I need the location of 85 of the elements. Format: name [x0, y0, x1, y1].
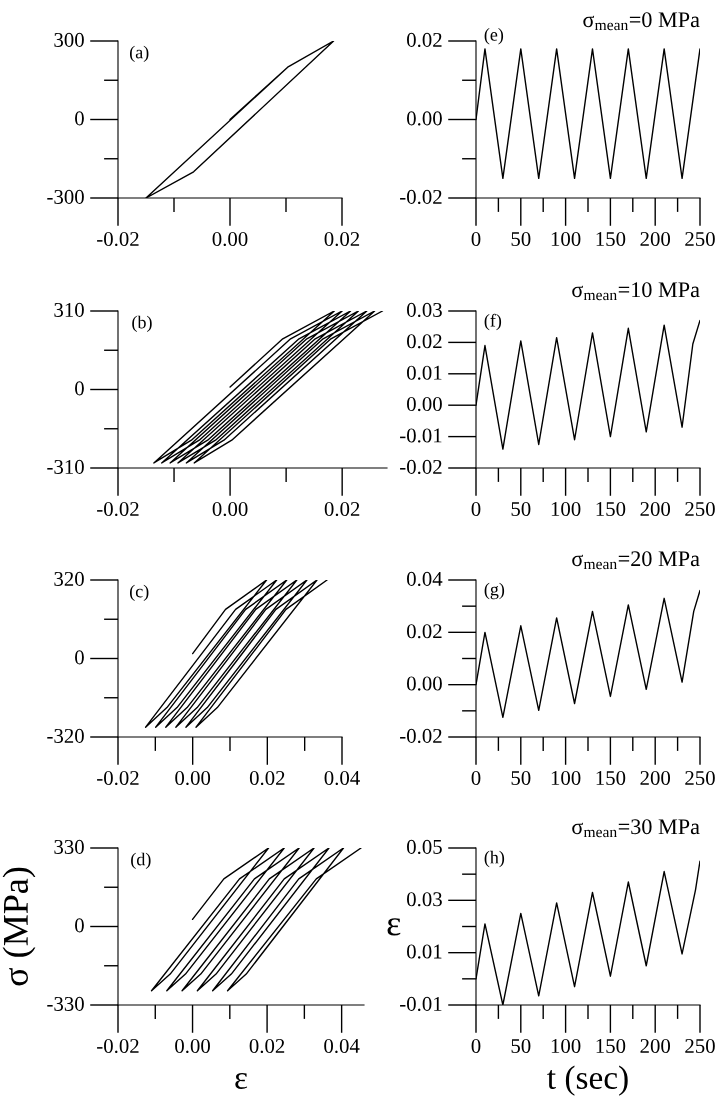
x-tick-label: 200 — [640, 501, 671, 516]
x-tick-label: 0.00 — [212, 231, 248, 247]
x-tick-label: 100 — [551, 770, 581, 785]
y-tick-label: 0.05 — [407, 839, 442, 855]
x-tick-label: 250 — [685, 1038, 715, 1053]
y-tick-label: -0.01 — [400, 428, 442, 443]
x-tick-label: 150 — [596, 501, 626, 516]
x-tick-label: 0.00 — [175, 770, 211, 786]
x-tick-label: 250 — [685, 501, 715, 516]
x-tick-label: 0 — [471, 501, 481, 516]
annotation: (b) — [132, 315, 152, 333]
annotation: (c) — [129, 584, 149, 602]
x-tick-label: -0.02 — [97, 501, 139, 517]
y-tick-label: 0.01 — [407, 944, 442, 959]
y-tick-label: 0.03 — [407, 892, 442, 907]
y-tick-label: 0.02 — [407, 334, 442, 349]
x-tick-label: -0.02 — [97, 1038, 139, 1054]
line-series — [150, 848, 362, 992]
x-tick-label: 150 — [596, 770, 626, 785]
x-tick-label: 200 — [640, 231, 671, 246]
x-tick-label: 0 — [471, 1038, 481, 1053]
x-tick-label: 200 — [640, 770, 671, 785]
x-tick-label: 50 — [511, 1038, 531, 1053]
annotation: (d) — [131, 852, 151, 870]
y-tick-label: -320 — [47, 728, 84, 743]
x-tick-label: 200 — [640, 1038, 671, 1053]
x-tick-label: 250 — [685, 231, 715, 246]
y-tick-label: 0.00 — [407, 397, 442, 412]
y-tick-label: 0.02 — [407, 624, 442, 639]
annotation: (f) — [484, 313, 502, 331]
x-tick-label: 0.02 — [249, 770, 285, 786]
y-tick-label: 0 — [75, 381, 84, 396]
x-axis-title: ε — [235, 1072, 248, 1090]
y-tick-label: -0.02 — [400, 189, 442, 205]
y-tick-label: 0.00 — [407, 676, 442, 691]
y-tick-label: -0.01 — [400, 996, 442, 1012]
x-tick-label: 250 — [685, 770, 715, 785]
x-axis-title: t (sec) — [547, 1065, 628, 1096]
x-tick-label: -0.02 — [97, 231, 139, 247]
x-tick-label: 0 — [471, 770, 481, 785]
y-tick-label: -310 — [47, 459, 84, 474]
y-tick-label: -300 — [47, 189, 84, 204]
chart-title: σ$_{mean}$=0 MPa — [583, 12, 700, 31]
annotation: (e) — [484, 28, 504, 45]
x-tick-label: 50 — [511, 770, 531, 785]
x-tick-label: 0.00 — [175, 1038, 210, 1054]
annotation: (g) — [484, 582, 505, 600]
y-tick-label: 300 — [54, 32, 84, 47]
x-tick-label: 0.02 — [324, 501, 360, 517]
y-tick-label: -0.02 — [400, 728, 442, 744]
line-series — [153, 311, 384, 464]
chart-title: σ$_{mean}$=10 MPa — [572, 282, 700, 301]
y-tick-label: 0.02 — [407, 32, 442, 48]
y-tick-label: 0 — [75, 650, 84, 665]
x-tick-label: 50 — [511, 501, 531, 516]
y-tick-label: 0.03 — [407, 302, 442, 318]
y-tick-label: 0.04 — [407, 571, 443, 587]
x-tick-label: 100 — [551, 1038, 581, 1053]
y-tick-label: 320 — [54, 571, 84, 586]
y-tick-label: 0 — [75, 918, 84, 933]
x-tick-label: 0.02 — [324, 231, 360, 247]
chart-title: σ$_{mean}$=20 MPa — [572, 551, 700, 570]
chart-title: σ$_{mean}$=30 MPa — [572, 819, 700, 838]
x-tick-label: 0.00 — [212, 501, 248, 517]
y-tick-label: 0.01 — [407, 365, 442, 380]
x-tick-label: 0.02 — [249, 1038, 285, 1054]
annotation: (h) — [484, 850, 505, 868]
y-axis-title: ε — [387, 918, 401, 936]
annotation: (a) — [129, 45, 149, 63]
x-tick-label: -0.02 — [97, 770, 139, 786]
y-tick-label: 310 — [54, 302, 84, 317]
x-tick-label: 0.04 — [324, 770, 360, 786]
y-tick-label: -0.02 — [400, 459, 442, 475]
x-tick-label: 100 — [551, 501, 581, 516]
x-tick-label: 0.04 — [324, 1038, 360, 1054]
x-tick-label: 100 — [551, 231, 581, 246]
x-tick-label: 150 — [596, 231, 626, 246]
x-tick-label: 150 — [596, 1038, 626, 1053]
y-tick-label: -330 — [47, 996, 84, 1011]
x-tick-label: 0 — [471, 231, 481, 246]
y-tick-label: 0.00 — [407, 111, 442, 126]
y-tick-label: 330 — [54, 839, 84, 854]
y-axis-title: σ (MPa) — [2, 867, 36, 986]
x-tick-label: 50 — [511, 231, 531, 246]
y-tick-label: 0 — [75, 111, 84, 126]
